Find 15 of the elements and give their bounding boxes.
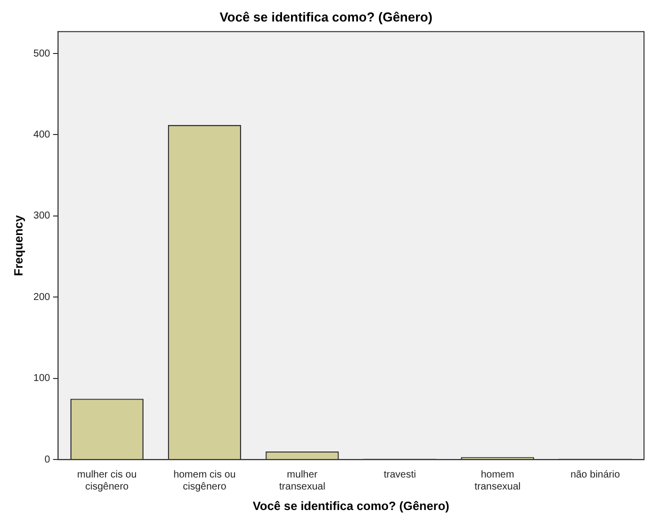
- x-tick-label: mulher transexual: [279, 469, 326, 492]
- y-tick-label: 0: [44, 454, 51, 466]
- x-tick-label: travesti: [384, 469, 416, 480]
- chart-title: Você se identifica como? (Gênero): [220, 9, 432, 24]
- y-tick-label: 300: [33, 210, 51, 222]
- y-axis-title: Frequency: [12, 214, 26, 276]
- y-tick-label: 200: [33, 292, 51, 303]
- y-tick-label: 400: [33, 129, 51, 140]
- y-tick-label: 100: [33, 373, 51, 384]
- x-tick-label: homem transexual: [474, 469, 521, 492]
- x-tick-label: homem cis ou cisgênero: [173, 469, 236, 492]
- y-tick-label: 500: [33, 48, 51, 60]
- x-tick-label: mulher cis ou cisgênero: [77, 469, 137, 492]
- x-axis-title: Você se identifica como? (Gênero): [252, 499, 450, 514]
- x-tick-label: não binário: [570, 469, 620, 480]
